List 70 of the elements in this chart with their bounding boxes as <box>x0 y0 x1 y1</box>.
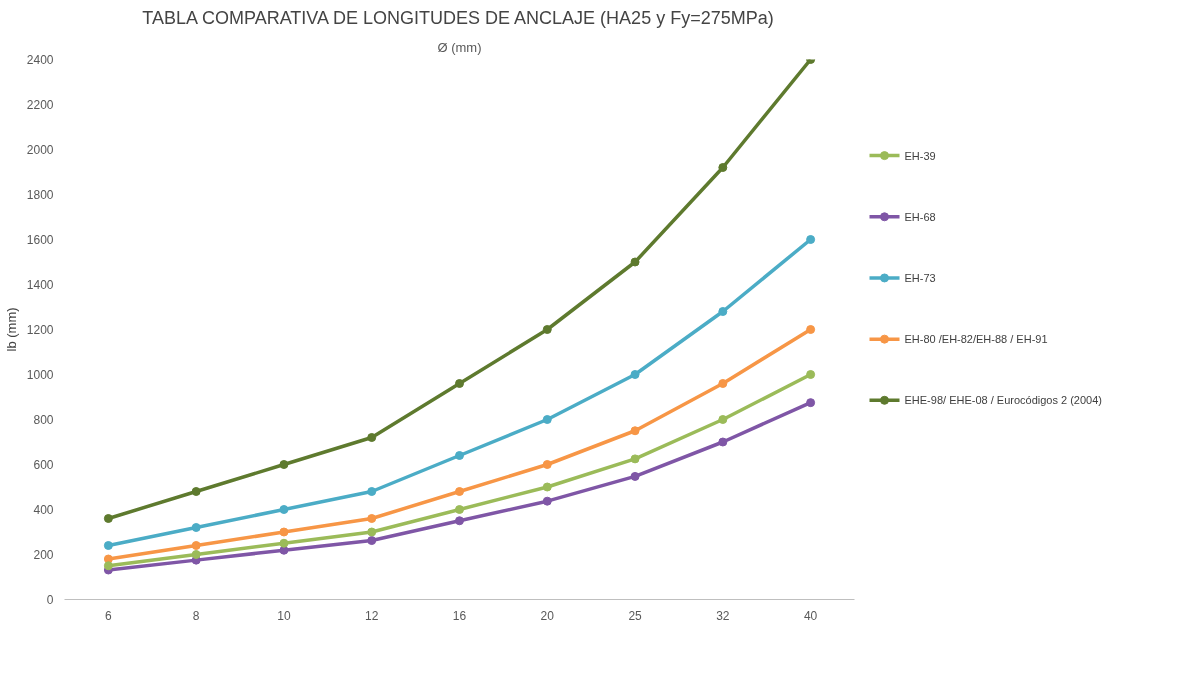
point <box>455 487 464 496</box>
point <box>718 163 728 172</box>
point <box>806 235 816 244</box>
point <box>367 433 377 442</box>
point <box>455 451 464 460</box>
point <box>718 379 728 388</box>
y-tick-label: 2400 <box>26 53 54 67</box>
x-tick-label: 25 <box>628 608 643 623</box>
x-axis-title: Ø (mm) <box>437 39 482 55</box>
y-tick-label: 2000 <box>26 143 54 157</box>
y-tick-label: 2200 <box>26 98 54 112</box>
x-tick-label: 8 <box>192 608 200 623</box>
point <box>191 487 201 496</box>
point <box>279 538 289 548</box>
y-axis-title: lb (mm) <box>3 307 19 352</box>
point <box>542 496 552 506</box>
point <box>455 379 464 388</box>
x-tick-label: 40 <box>803 608 818 623</box>
point <box>191 523 201 532</box>
y-tick-label: 0 <box>46 593 54 607</box>
legend-label: EHE-98/ EHE-08 / Eurocódigos 2 (2004) <box>904 394 1102 407</box>
point <box>718 415 728 424</box>
point <box>367 527 377 537</box>
x-tick-label: 16 <box>452 608 467 623</box>
point <box>630 426 640 436</box>
point <box>279 460 289 469</box>
x-tick-label: 12 <box>365 608 379 623</box>
legend-label: EH-73 <box>904 271 936 284</box>
y-tick-label: 400 <box>33 503 54 517</box>
point <box>542 460 552 469</box>
x-tick-label: 20 <box>540 608 555 623</box>
point <box>630 471 640 481</box>
y-tick-label: 1000 <box>26 368 54 382</box>
legend-label: EH-80 /EH-82/EH-88 / EH-91 <box>904 333 1048 346</box>
y-tick-label: 1200 <box>26 323 54 337</box>
legend-label: EH-68 <box>904 210 936 223</box>
point <box>630 454 640 464</box>
point <box>279 527 289 537</box>
y-tick-label: 1600 <box>26 233 54 247</box>
point <box>103 561 113 571</box>
point <box>718 437 728 447</box>
point <box>806 370 816 379</box>
y-tick-label: 200 <box>33 548 54 562</box>
point <box>367 514 377 523</box>
point <box>367 536 377 546</box>
x-tick-label: 10 <box>277 608 291 623</box>
x-tick-label: 6 <box>105 608 113 623</box>
point <box>191 541 201 550</box>
point <box>806 325 816 334</box>
point <box>455 505 464 514</box>
y-tick-label: 600 <box>33 458 54 472</box>
point <box>542 415 552 424</box>
point <box>279 505 289 514</box>
y-tick-label: 800 <box>33 413 54 427</box>
point <box>103 514 113 523</box>
point <box>718 307 728 316</box>
point <box>806 398 816 408</box>
legend-label: EH-39 <box>904 149 936 162</box>
point <box>630 257 640 267</box>
point <box>103 541 113 550</box>
y-tick-label: 1800 <box>26 188 54 202</box>
chart-title: TABLA COMPARATIVA DE LONGITUDES DE ANCLAJE (HA25 y Fy=275MPa) <box>142 7 774 28</box>
point <box>455 516 464 526</box>
point <box>630 370 640 379</box>
x-tick-label: 32 <box>716 608 730 623</box>
point <box>191 550 201 559</box>
point <box>542 482 552 492</box>
y-tick-label: 1400 <box>26 278 54 292</box>
point <box>367 487 377 496</box>
point <box>542 325 552 334</box>
